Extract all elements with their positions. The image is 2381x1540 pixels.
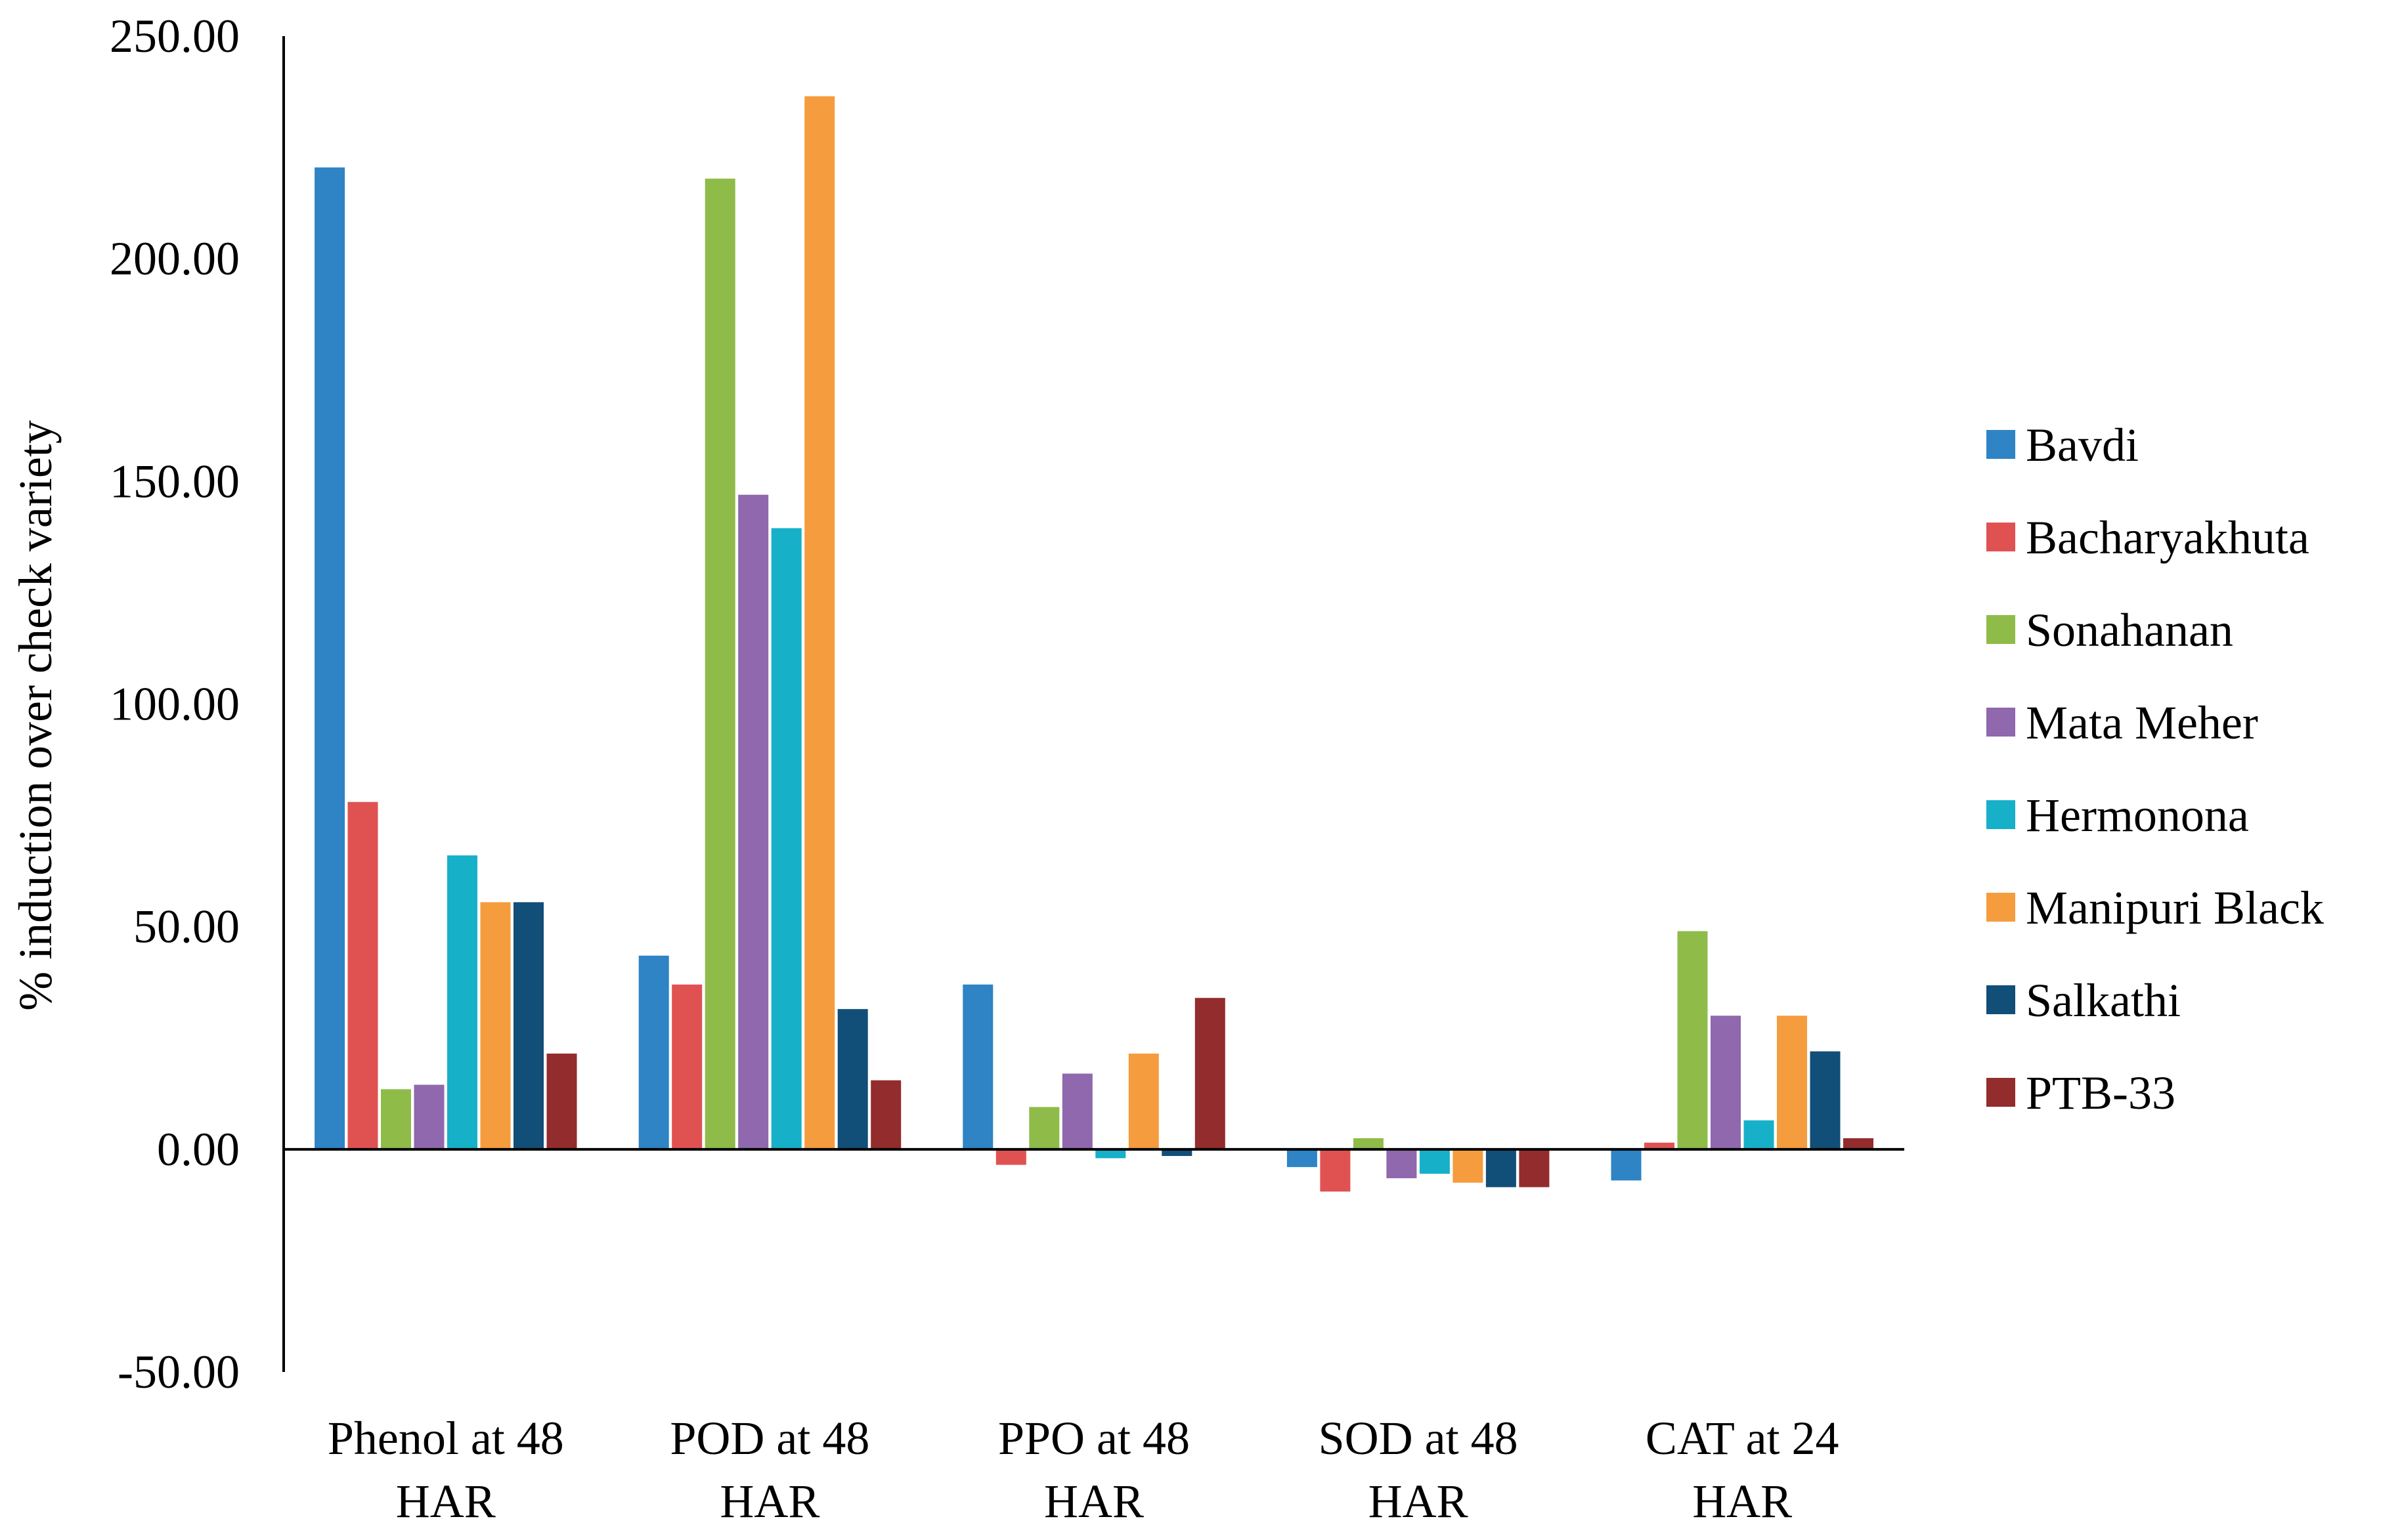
x-tick-label: HAR [1368,1475,1468,1528]
bar-mata-meher [738,494,769,1149]
axes-layer [282,36,1904,1372]
x-tick-label: HAR [720,1475,819,1528]
y-axis-title: % induction over check variety [9,420,62,1011]
bar-hermonona [1743,1120,1774,1149]
bar-hermonona [771,528,802,1149]
bar-mata-meher [1711,1016,1741,1149]
bar-bacharyakhuta [995,1149,1026,1165]
bars-layer [315,96,1873,1192]
legend-label: Bavdi [2026,419,2139,471]
y-tick-label: 100.00 [110,678,240,731]
bar-sonahanan [1029,1107,1060,1149]
y-tick-label: -50.00 [118,1346,240,1398]
x-tick-label: PPO at 48 [998,1412,1190,1465]
x-tick-labels: Phenol at 48 HAR POD at 48 HAR PPO at 48 HAR S… [328,1412,1839,1528]
bar-bacharyakhuta [1320,1149,1351,1192]
bar-bavdi [638,955,669,1149]
bar-bavdi [963,984,994,1149]
legend: Bavdi Bacharyakhuta Sonahanan Mata Meher Her… [1986,419,2324,1119]
x-tick-label: HAR [1692,1475,1792,1528]
bar-mata-meher [1062,1073,1093,1149]
x-tick-label: HAR [1044,1475,1144,1528]
legend-swatch [1986,985,2015,1014]
legend-swatch [1986,615,2015,644]
bar-manipuri-black [804,96,835,1149]
bar-sonahanan [381,1089,411,1149]
bar-bacharyakhuta [672,984,703,1149]
bar-salkathi [837,1009,868,1149]
legend-swatch [1986,523,2015,551]
bar-bacharyakhuta [347,802,378,1149]
legend-label: PTB-33 [2026,1067,2175,1119]
x-tick-label: Phenol at 48 [328,1412,564,1465]
legend-swatch [1986,1078,2015,1107]
bar-sonahanan [1353,1138,1384,1149]
bar-salkathi [1810,1051,1841,1149]
y-tick-label: 150.00 [110,455,240,507]
bar-ptb-33 [1843,1138,1873,1149]
legend-swatch [1986,708,2015,737]
bar-ptb-33 [1194,998,1225,1149]
y-tick-label: 50.00 [133,901,240,953]
bar-salkathi [513,902,544,1149]
x-tick-label: POD at 48 [670,1412,869,1465]
legend-label: Sonahanan [2026,604,2233,656]
bar-manipuri-black [1777,1016,1807,1149]
x-tick-label: HAR [396,1475,496,1528]
bar-salkathi [1162,1149,1192,1156]
bar-manipuri-black [1453,1149,1483,1183]
bar-sonahanan [1677,931,1708,1149]
legend-swatch [1986,430,2015,459]
bar-manipuri-black [480,902,511,1149]
bar-mata-meher [1386,1149,1417,1178]
bar-ptb-33 [1519,1149,1550,1187]
legend-label: Hermonona [2026,789,2249,842]
bar-ptb-33 [871,1080,902,1149]
bar-bavdi [1286,1149,1317,1167]
bar-mata-meher [414,1084,445,1149]
bar-bavdi [1611,1149,1642,1181]
x-tick-label: CAT at 24 [1646,1412,1839,1465]
bar-sonahanan [705,179,735,1149]
y-tick-labels: 250.00 200.00 150.00 100.00 50.00 0.00 -50.00 [110,10,240,1398]
y-tick-label: 0.00 [157,1123,240,1176]
legend-label: Bacharyakhuta [2026,511,2309,564]
bar-hermonona [1095,1149,1126,1159]
bar-bavdi [315,167,345,1149]
y-tick-label: 250.00 [110,10,240,62]
bar-salkathi [1485,1149,1516,1187]
bar-manipuri-black [1128,1054,1159,1149]
bar-hermonona [1419,1149,1450,1174]
bar-hermonona [447,855,477,1149]
legend-swatch [1986,893,2015,922]
bar-bacharyakhuta [1644,1142,1674,1149]
x-tick-label: SOD at 48 [1319,1412,1518,1465]
y-tick-label: 200.00 [110,232,240,285]
legend-swatch [1986,800,2015,829]
legend-label: Mata Meher [2026,696,2258,749]
legend-label: Salkathi [2026,974,2181,1027]
bar-ptb-33 [546,1054,577,1149]
legend-label: Manipuri Black [2026,882,2324,934]
